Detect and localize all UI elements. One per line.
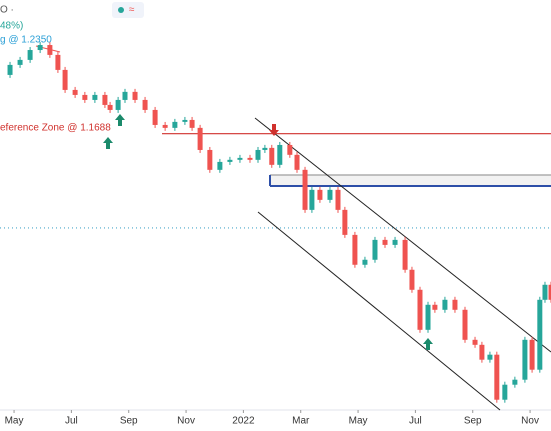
candle: [82, 94, 88, 100]
candle: [172, 121, 178, 128]
candle: [142, 99, 148, 110]
candle: [409, 269, 415, 290]
candle: [237, 157, 243, 160]
candle: [17, 59, 23, 65]
candle: [494, 354, 500, 400]
candle: [207, 149, 213, 170]
candle: [302, 169, 308, 210]
candle: [432, 304, 438, 310]
candle: [382, 239, 388, 245]
candle: [317, 189, 323, 200]
channel-upper: [254, 117, 551, 353]
candle: [294, 154, 300, 170]
candle: [47, 45, 53, 55]
x-tick-label: Nov: [521, 416, 539, 427]
candle: [132, 91, 138, 100]
candle: [189, 119, 195, 128]
candle: [7, 64, 13, 75]
change-label: 48%): [0, 21, 23, 32]
candle: [472, 339, 478, 345]
down-arrow: [269, 124, 279, 136]
x-tick-label: Sep: [120, 416, 138, 427]
candle: [122, 91, 128, 100]
candle: [425, 304, 431, 330]
candle: [537, 299, 543, 370]
candle: [255, 149, 261, 160]
candle: [247, 157, 253, 160]
candle: [197, 127, 203, 150]
top-bar: O · ≈ 48%) g @ 1.2350 eference Zone @ 1.…: [0, 2, 144, 134]
candle: [342, 209, 348, 235]
candle: [62, 69, 68, 90]
candle: [92, 94, 98, 100]
channel-lower: [257, 211, 501, 411]
zone: [270, 174, 551, 186]
candle: [27, 50, 33, 60]
candle: [462, 309, 468, 340]
wave-icon: ≈: [129, 5, 135, 16]
candle: [102, 94, 108, 105]
candle: [502, 384, 508, 400]
candle: [487, 354, 493, 360]
candle: [277, 144, 283, 165]
status-dot: [118, 7, 124, 13]
candle: [182, 119, 188, 122]
candle: [152, 109, 158, 125]
header: O ·: [0, 5, 14, 16]
annotation: g @ 1.2350: [0, 35, 52, 46]
candle: [309, 189, 315, 210]
candle: [542, 284, 548, 300]
x-tick-label: Mar: [292, 416, 310, 427]
x-tick-label: Jul: [65, 416, 78, 427]
candle: [327, 189, 333, 200]
x-axis-band: [0, 410, 551, 431]
x-tick-label: Jul: [409, 416, 422, 427]
candle: [362, 259, 368, 265]
candle: [115, 99, 121, 110]
annotation: eference Zone @ 1.1688: [0, 123, 111, 134]
candle: [392, 239, 398, 245]
candle: [452, 299, 458, 310]
candle: [529, 339, 535, 370]
candle: [269, 147, 275, 165]
candle: [352, 234, 358, 265]
candle: [402, 239, 408, 270]
x-tick-label: May: [5, 416, 24, 427]
candle: [442, 299, 448, 310]
candle: [227, 159, 233, 162]
candle: [217, 161, 223, 170]
candle: [372, 239, 378, 260]
candle: [287, 144, 293, 155]
candle: [522, 339, 528, 380]
x-tick-label: Sep: [464, 416, 482, 427]
candle: [335, 189, 341, 210]
candle: [72, 89, 78, 95]
x-tick-label: Nov: [177, 416, 195, 427]
candle: [548, 284, 551, 300]
x-tick-label: 2022: [232, 416, 255, 427]
indicator-toggle[interactable]: [112, 2, 144, 18]
candle: [37, 45, 43, 51]
candle: [262, 147, 268, 150]
candle: [512, 379, 518, 385]
candle: [417, 289, 423, 330]
x-tick-label: May: [349, 416, 368, 427]
candle: [107, 104, 113, 110]
candle: [479, 344, 485, 360]
candle: [55, 54, 61, 70]
candle: [162, 124, 168, 128]
